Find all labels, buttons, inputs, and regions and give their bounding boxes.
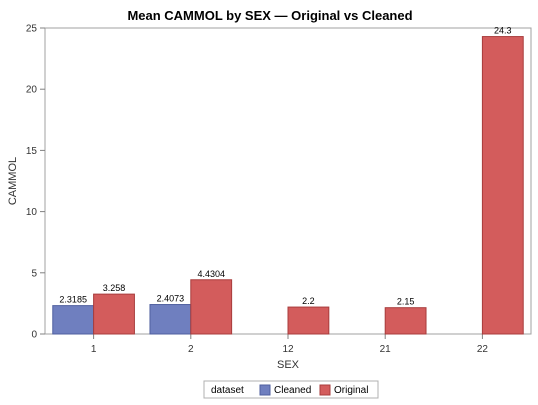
y-tick-label: 25 (26, 24, 38, 35)
legend-entry-cleaned: Cleaned (274, 385, 311, 396)
bar-value-label: 2.15 (397, 297, 415, 307)
x-tick-label: 22 (477, 344, 489, 355)
legend-title: dataset (211, 385, 244, 396)
x-axis: 1 2 12 21 22 (91, 334, 489, 355)
chart-title: Mean CAMMOL by SEX — Original vs Cleaned (127, 8, 412, 23)
bar-value-label: 2.4073 (157, 294, 185, 304)
bar-original-1 (93, 293, 135, 335)
bars: 2.3185 2.4073 3.258 4.4304 2.2 2.15 24.3 (52, 26, 524, 335)
legend-entry-original: Original (334, 385, 368, 396)
y-tick-label: 5 (31, 268, 37, 279)
plot-area (44, 27, 532, 335)
x-tick-label: 1 (91, 344, 97, 355)
bar-original-21 (384, 307, 427, 335)
legend-swatch-cleaned (259, 384, 271, 396)
bar-value-label: 24.3 (494, 26, 512, 36)
y-tick-label: 10 (26, 207, 38, 218)
bar-original-2 (190, 279, 233, 335)
legend-swatch-original (319, 384, 331, 396)
bar-value-label: 4.4304 (197, 269, 225, 279)
x-tick-label: 2 (188, 344, 194, 355)
y-tick-label: 0 (31, 330, 37, 341)
bar-cleaned-2 (149, 304, 192, 335)
x-tick-label: 21 (380, 344, 392, 355)
y-axis: 0 5 10 15 20 25 (26, 24, 45, 341)
y-tick-label: 15 (26, 146, 38, 157)
bar-original-22 (481, 36, 524, 335)
x-axis-label: SEX (277, 359, 300, 371)
bar-value-label: 2.2 (302, 296, 315, 306)
bar-value-label: 3.258 (103, 283, 126, 293)
x-tick-label: 12 (282, 344, 294, 355)
bar-cleaned-1 (52, 305, 95, 335)
bar-original-12 (287, 306, 330, 335)
legend: dataset Cleaned Original (203, 380, 379, 399)
y-axis-label: CAMMOL (7, 157, 19, 205)
legend-box (203, 380, 379, 399)
y-tick-label: 20 (26, 85, 38, 96)
bar-value-label: 2.3185 (59, 295, 87, 305)
